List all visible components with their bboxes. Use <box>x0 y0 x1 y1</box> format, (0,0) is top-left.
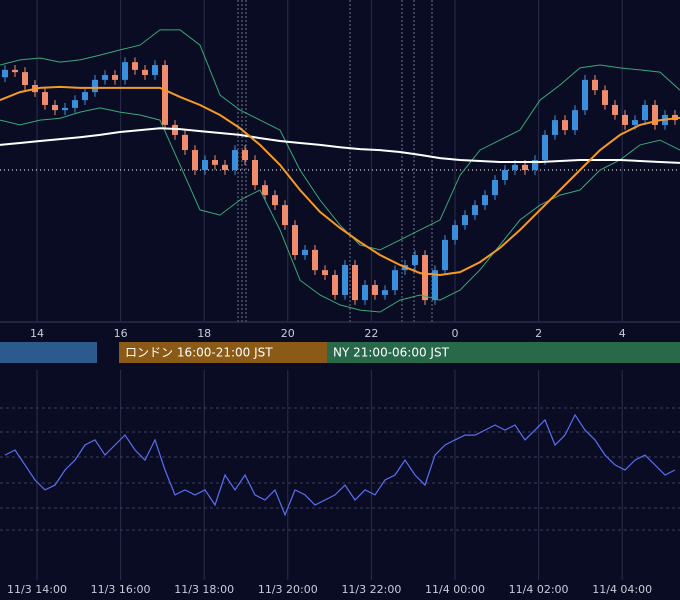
candle-body <box>242 150 248 161</box>
candle-body <box>202 160 208 171</box>
candle-body <box>582 79 588 111</box>
x-tick-label: 16 <box>114 327 128 340</box>
candle-body <box>432 270 438 301</box>
candle-body <box>142 69 148 76</box>
candle-body <box>122 62 128 80</box>
x-tick-label: 2 <box>535 327 542 340</box>
candle-body <box>72 100 78 108</box>
x-tick-label: 20 <box>281 327 295 340</box>
candle-body <box>452 225 458 240</box>
candle-body <box>392 270 398 291</box>
candle-body <box>82 92 88 101</box>
candle-body <box>612 104 618 115</box>
candle-body <box>602 90 608 105</box>
candle-body <box>522 164 528 171</box>
candle-body <box>542 134 548 161</box>
session-box <box>327 342 680 363</box>
candle-body <box>282 205 288 226</box>
candle-body <box>182 134 188 151</box>
candle-body <box>372 284 378 295</box>
candle-body <box>562 120 568 131</box>
x-tick-label: 11/3 22:00 <box>341 583 401 596</box>
x-tick-label: 14 <box>30 327 44 340</box>
candle-body <box>292 225 298 256</box>
candle-body <box>132 62 138 70</box>
candle-body <box>302 249 308 256</box>
session-markers <box>237 0 433 322</box>
candle-body <box>592 79 598 91</box>
candle-body <box>22 72 28 86</box>
candle-body <box>462 215 468 226</box>
x-tick-label: 11/3 20:00 <box>258 583 318 596</box>
x-tick-label: 4 <box>619 327 626 340</box>
candle-body <box>92 79 98 93</box>
candle-body <box>352 265 358 301</box>
candle-body <box>262 185 268 196</box>
overlay-line <box>0 107 680 313</box>
candle-body <box>652 104 658 125</box>
x-tick-label: 22 <box>364 327 378 340</box>
x-tick-label: 11/4 04:00 <box>592 583 652 596</box>
candle-body <box>572 110 578 131</box>
session-label: NY 21:00-06:00 JST <box>333 346 450 360</box>
session-box <box>0 342 97 363</box>
overlay-line <box>0 85 680 277</box>
overlay-line <box>0 127 680 164</box>
candle-body <box>2 69 8 78</box>
x-tick-label: 11/4 00:00 <box>425 583 485 596</box>
candle-body <box>492 179 498 196</box>
oscillator-line <box>4 413 676 517</box>
candle-body <box>342 265 348 295</box>
candle-body <box>552 120 558 135</box>
candle-body <box>412 255 418 266</box>
session-box <box>119 342 327 363</box>
candle-body <box>12 69 18 73</box>
overlay-line <box>0 29 680 251</box>
candle-body <box>332 274 338 295</box>
candle-body <box>512 164 518 171</box>
candle-body <box>482 195 488 206</box>
candle-body <box>632 120 638 125</box>
candle-body <box>52 104 58 111</box>
x-tick-label: 0 <box>452 327 459 340</box>
candle-body <box>622 114 628 125</box>
x-tick-label: 11/3 14:00 <box>7 583 67 596</box>
candle-body <box>312 249 318 271</box>
x-tick-label: 18 <box>197 327 211 340</box>
candle-body <box>162 65 168 125</box>
candle-body <box>212 160 218 165</box>
candle-body <box>172 124 178 135</box>
candle-body <box>192 150 198 171</box>
x-tick-label: 11/3 18:00 <box>174 583 234 596</box>
candle-body <box>232 150 238 171</box>
candle-body <box>642 104 648 121</box>
candle-body <box>532 160 538 171</box>
candle-body <box>472 205 478 216</box>
candle-body <box>102 75 108 80</box>
candle-body <box>112 75 118 80</box>
candle-body <box>362 284 368 301</box>
candle-body <box>62 107 68 111</box>
session-label: ロンドン 16:00-21:00 JST <box>125 346 273 360</box>
x-tick-label: 11/3 16:00 <box>91 583 151 596</box>
candle-body <box>42 92 48 105</box>
x-tick-label: 11/4 02:00 <box>509 583 569 596</box>
candle-body <box>272 195 278 206</box>
candle-body <box>152 65 158 76</box>
candle-body <box>382 290 388 295</box>
candle-body <box>222 164 228 171</box>
candle-body <box>422 255 428 301</box>
candle-body <box>322 270 328 275</box>
candle-body <box>502 170 508 180</box>
candle-body <box>252 160 258 186</box>
candle-body <box>442 239 448 271</box>
